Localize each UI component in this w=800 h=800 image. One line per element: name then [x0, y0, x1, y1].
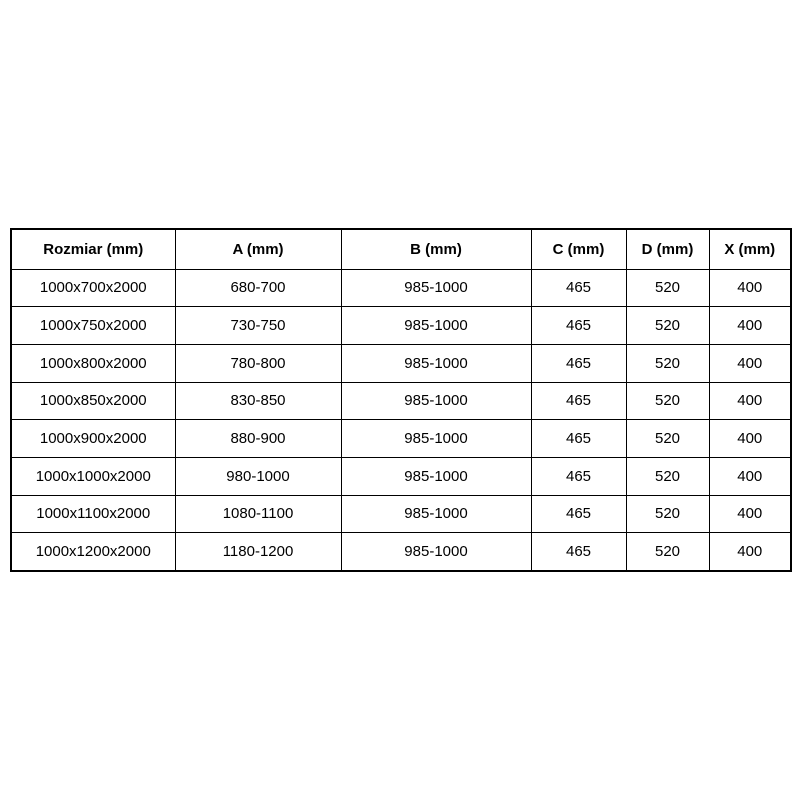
header-row: Rozmiar (mm) A (mm) B (mm) C (mm) D (mm)…: [10, 228, 792, 270]
table-cell-x: 400: [708, 532, 792, 571]
table-cell-d: 520: [625, 381, 710, 421]
column-header-b: B (mm): [340, 228, 532, 270]
table-cell-c: 465: [530, 343, 627, 383]
table-cell-c: 465: [530, 268, 627, 308]
table-cell-b: 985-1000: [340, 343, 532, 383]
table-cell-c: 465: [530, 456, 627, 496]
column-header-c: C (mm): [530, 228, 627, 270]
table-row: 1000x850x2000 830-850 985-1000 465 520 4…: [10, 381, 792, 421]
table-cell-a: 680-700: [174, 268, 342, 308]
table-cell-b: 985-1000: [340, 306, 532, 345]
table-cell-c: 465: [530, 306, 627, 345]
table-cell-a: 830-850: [174, 381, 342, 421]
table-cell-b: 985-1000: [340, 268, 532, 308]
table-cell-b: 985-1000: [340, 494, 532, 534]
column-header-d: D (mm): [625, 228, 710, 270]
table-cell-a: 780-800: [174, 343, 342, 383]
dimensions-table: Rozmiar (mm) A (mm) B (mm) C (mm) D (mm)…: [10, 228, 792, 572]
table-cell-rozmiar: 1000x700x2000: [10, 268, 176, 308]
table-cell-x: 400: [708, 494, 792, 534]
table-cell-d: 520: [625, 343, 710, 383]
dimensions-table-container: Rozmiar (mm) A (mm) B (mm) C (mm) D (mm)…: [10, 228, 792, 572]
table-cell-rozmiar: 1000x750x2000: [10, 306, 176, 345]
table-cell-a: 730-750: [174, 306, 342, 345]
table-cell-x: 400: [708, 419, 792, 458]
table-row: 1000x750x2000 730-750 985-1000 465 520 4…: [10, 306, 792, 345]
table-cell-b: 985-1000: [340, 381, 532, 421]
table-cell-c: 465: [530, 532, 627, 571]
column-header-x: X (mm): [708, 228, 792, 270]
table-cell-a: 980-1000: [174, 456, 342, 496]
table-cell-rozmiar: 1000x850x2000: [10, 381, 176, 421]
table-cell-c: 465: [530, 494, 627, 534]
table-cell-d: 520: [625, 268, 710, 308]
table-row: 1000x700x2000 680-700 985-1000 465 520 4…: [10, 268, 792, 308]
table-cell-rozmiar: 1000x1000x2000: [10, 456, 176, 496]
table-cell-c: 465: [530, 381, 627, 421]
table-row: 1000x1000x2000 980-1000 985-1000 465 520…: [10, 456, 792, 496]
table-cell-rozmiar: 1000x1200x2000: [10, 532, 176, 571]
table-row: 1000x900x2000 880-900 985-1000 465 520 4…: [10, 419, 792, 458]
table-row: 1000x1200x2000 1180-1200 985-1000 465 52…: [10, 532, 792, 571]
table-cell-d: 520: [625, 532, 710, 571]
table-cell-rozmiar: 1000x900x2000: [10, 419, 176, 458]
table-cell-b: 985-1000: [340, 532, 532, 571]
table-cell-d: 520: [625, 494, 710, 534]
table-cell-a: 880-900: [174, 419, 342, 458]
table-cell-x: 400: [708, 268, 792, 308]
table-cell-rozmiar: 1000x1100x2000: [10, 494, 176, 534]
table-cell-x: 400: [708, 343, 792, 383]
column-header-rozmiar: Rozmiar (mm): [10, 228, 176, 270]
table-cell-d: 520: [625, 456, 710, 496]
table-cell-d: 520: [625, 419, 710, 458]
table-cell-x: 400: [708, 306, 792, 345]
table-cell-d: 520: [625, 306, 710, 345]
table-cell-x: 400: [708, 381, 792, 421]
table-cell-a: 1080-1100: [174, 494, 342, 534]
table-cell-a: 1180-1200: [174, 532, 342, 571]
table-row: 1000x800x2000 780-800 985-1000 465 520 4…: [10, 343, 792, 383]
table-cell-rozmiar: 1000x800x2000: [10, 343, 176, 383]
table-cell-x: 400: [708, 456, 792, 496]
table-cell-c: 465: [530, 419, 627, 458]
table-row: 1000x1100x2000 1080-1100 985-1000 465 52…: [10, 494, 792, 534]
table-cell-b: 985-1000: [340, 419, 532, 458]
column-header-a: A (mm): [174, 228, 342, 270]
table-cell-b: 985-1000: [340, 456, 532, 496]
